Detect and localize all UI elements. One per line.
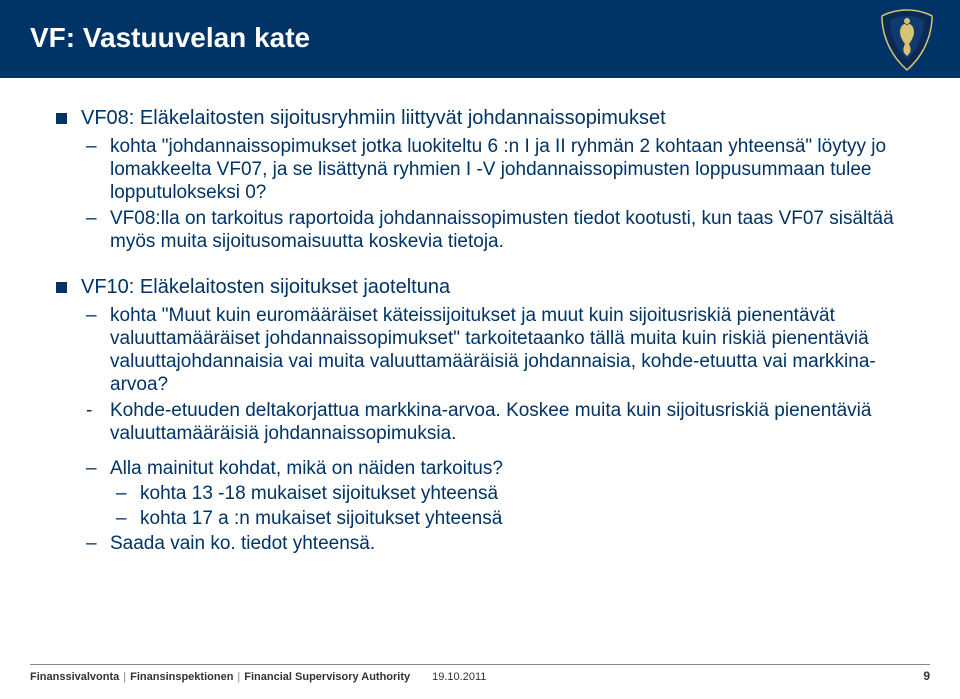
bullet-vf08: VF08: Eläkelaitosten sijoitusryhmiin lii…: [56, 106, 920, 253]
footer-org: Finansinspektionen: [130, 671, 233, 683]
footer-org: Finanssivalvonta: [30, 671, 119, 683]
page-number: 9: [923, 669, 930, 683]
sub-item: Saada vain ko. tiedot yhteensä.: [110, 532, 920, 555]
footer-org: Financial Supervisory Authority: [244, 671, 410, 683]
sub-item: VF08:lla on tarkoitus raportoida johdann…: [110, 207, 920, 253]
separator-icon: |: [237, 671, 240, 683]
bullet-vf10: VF10: Eläkelaitosten sijoitukset jaotelt…: [56, 275, 920, 556]
bullet-head: VF08: Eläkelaitosten sijoitusryhmiin lii…: [56, 106, 920, 131]
slide-footer: Finanssivalvonta | Finansinspektionen | …: [30, 664, 930, 683]
separator-icon: |: [123, 671, 126, 683]
sub-sub-item: kohta 13 -18 mukaiset sijoitukset yhteen…: [140, 482, 920, 505]
slide-content: VF08: Eläkelaitosten sijoitusryhmiin lii…: [0, 78, 960, 556]
sub-sub-item: kohta 17 a :n mukaiset sijoitukset yhtee…: [140, 507, 920, 530]
page-title: VF: Vastuuvelan kate: [30, 22, 930, 54]
bullet-title: VF08: Eläkelaitosten sijoitusryhmiin lii…: [81, 106, 666, 131]
sub-item: kohta "johdannaissopimukset jotka luokit…: [110, 135, 920, 205]
footer-date: 19.10.2011: [432, 671, 486, 683]
square-bullet-icon: [56, 282, 67, 293]
bullet-title: VF10: Eläkelaitosten sijoitukset jaotelt…: [81, 275, 450, 300]
bullet-head: VF10: Eläkelaitosten sijoitukset jaotelt…: [56, 275, 920, 300]
square-bullet-icon: [56, 113, 67, 124]
sub-item: Alla mainitut kohdat, mikä on näiden tar…: [110, 457, 920, 480]
sub-item: Kohde-etuuden deltakorjattua markkina-ar…: [110, 399, 920, 445]
slide-header: VF: Vastuuvelan kate: [0, 0, 960, 78]
crest-icon: [872, 6, 942, 76]
sub-item: kohta "Muut kuin euromääräiset käteissij…: [110, 304, 920, 397]
